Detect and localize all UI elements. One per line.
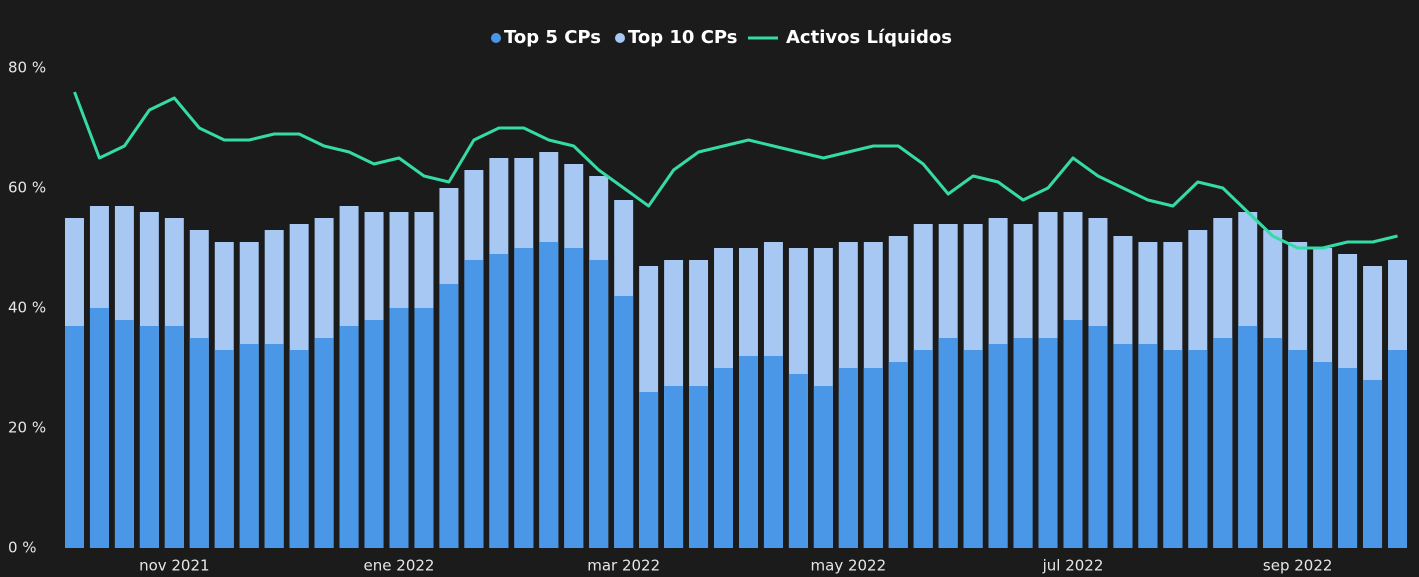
- bar: [464, 260, 484, 548]
- bar: [489, 254, 509, 548]
- bar: [539, 242, 559, 548]
- bar: [1238, 326, 1258, 548]
- bar: [1213, 338, 1233, 548]
- bar: [1288, 350, 1308, 548]
- bar: [164, 326, 184, 548]
- bar: [239, 344, 259, 548]
- x-tick-label: jul 2022: [1042, 557, 1104, 575]
- bar: [913, 350, 933, 548]
- bar: [639, 392, 659, 548]
- bar: [189, 338, 209, 548]
- legend-marker: [491, 33, 501, 43]
- bar: [738, 356, 758, 548]
- bar: [89, 308, 109, 548]
- bar: [1188, 350, 1208, 548]
- bar: [763, 356, 783, 548]
- bar: [139, 326, 159, 548]
- bar: [664, 386, 684, 548]
- bar: [838, 368, 858, 548]
- bar: [1088, 326, 1108, 548]
- bar: [1113, 344, 1133, 548]
- bar: [214, 350, 234, 548]
- bar: [389, 308, 409, 548]
- bar: [114, 320, 134, 548]
- bar: [1013, 338, 1033, 548]
- bar: [888, 362, 908, 548]
- bar: [1163, 350, 1183, 548]
- y-tick-label: 20 %: [8, 419, 46, 437]
- x-tick-label: may 2022: [811, 557, 887, 575]
- bar: [364, 320, 384, 548]
- x-tick-label: mar 2022: [587, 557, 660, 575]
- y-tick-label: 80 %: [8, 59, 46, 77]
- bar: [339, 326, 359, 548]
- line: [73, 91, 1398, 250]
- bar: [1388, 350, 1408, 548]
- bar: [289, 350, 309, 548]
- bar: [863, 368, 883, 548]
- bar: [439, 284, 459, 548]
- bar: [788, 374, 808, 548]
- bar: [689, 386, 709, 548]
- bar: [1063, 320, 1083, 548]
- bar: [813, 386, 833, 548]
- y-tick-label: 40 %: [8, 299, 46, 317]
- bar: [589, 260, 609, 548]
- bar: [564, 248, 584, 548]
- x-tick-label: sep 2022: [1263, 557, 1333, 575]
- bar: [264, 344, 284, 548]
- x-tick-label: nov 2021: [139, 557, 210, 575]
- bar: [963, 350, 983, 548]
- y-tick-label: 60 %: [8, 179, 46, 197]
- bar: [414, 308, 434, 548]
- legend-marker: [615, 33, 625, 43]
- bar: [1313, 362, 1333, 548]
- bar: [938, 338, 958, 548]
- legend-label: Top 10 CPs: [628, 27, 738, 48]
- bar: [1338, 368, 1358, 548]
- bar: [714, 368, 734, 548]
- y-tick-label: 0 %: [8, 539, 37, 557]
- bar: [988, 344, 1008, 548]
- bar: [64, 326, 84, 548]
- legend-label: Activos Líquidos: [786, 27, 952, 48]
- bar: [614, 296, 634, 548]
- bar: [1363, 380, 1383, 548]
- bar: [514, 248, 534, 548]
- bar: [1263, 338, 1283, 548]
- bar: [1138, 344, 1158, 548]
- bar: [1038, 338, 1058, 548]
- bar: [314, 338, 334, 548]
- legend-label: Top 5 CPs: [504, 27, 601, 48]
- x-tick-label: ene 2022: [364, 557, 435, 575]
